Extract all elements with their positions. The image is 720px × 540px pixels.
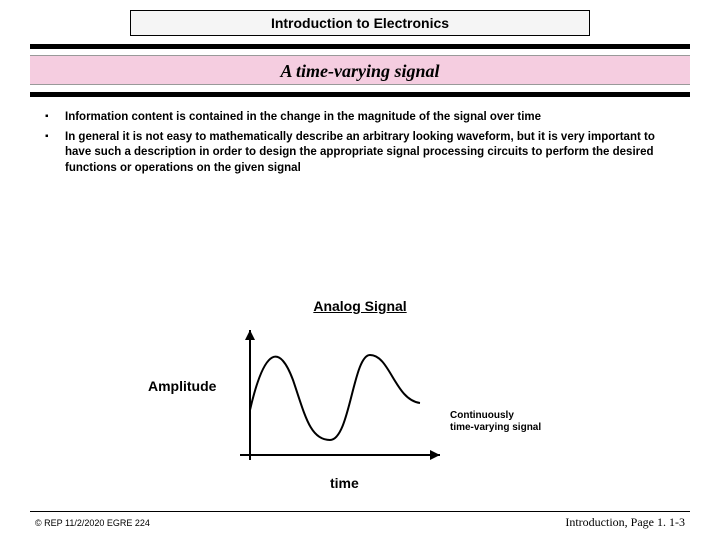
subtitle-text: A time-varying signal bbox=[280, 61, 439, 81]
x-axis-label: time bbox=[330, 475, 359, 491]
divider-top bbox=[30, 44, 690, 49]
y-axis-arrowhead bbox=[245, 330, 255, 340]
annotation-line1: Continuously bbox=[450, 410, 514, 421]
analog-signal-chart bbox=[235, 325, 445, 470]
bullet-list: Information content is contained in the … bbox=[45, 110, 680, 180]
bullet-text: Information content is contained in the … bbox=[65, 111, 541, 123]
subtitle-box: A time-varying signal bbox=[30, 55, 690, 85]
chart-annotation: Continuously time-varying signal bbox=[450, 410, 541, 434]
bullet-text: In general it is not easy to mathematica… bbox=[65, 131, 655, 174]
footer-divider bbox=[30, 511, 690, 512]
x-axis-arrowhead bbox=[430, 450, 440, 460]
footer-left: © REP 11/2/2020 EGRE 224 bbox=[35, 518, 150, 528]
list-item: Information content is contained in the … bbox=[45, 110, 680, 126]
chart-title: Analog Signal bbox=[0, 298, 720, 314]
annotation-line2: time-varying signal bbox=[450, 422, 541, 433]
list-item: In general it is not easy to mathematica… bbox=[45, 130, 680, 177]
y-axis-label: Amplitude bbox=[148, 378, 216, 394]
divider-below-subtitle bbox=[30, 92, 690, 97]
header-title-box: Introduction to Electronics bbox=[130, 10, 590, 36]
waveform bbox=[250, 355, 420, 440]
footer-right: Introduction, Page 1. 1-3 bbox=[565, 515, 685, 530]
header-title: Introduction to Electronics bbox=[271, 15, 449, 31]
